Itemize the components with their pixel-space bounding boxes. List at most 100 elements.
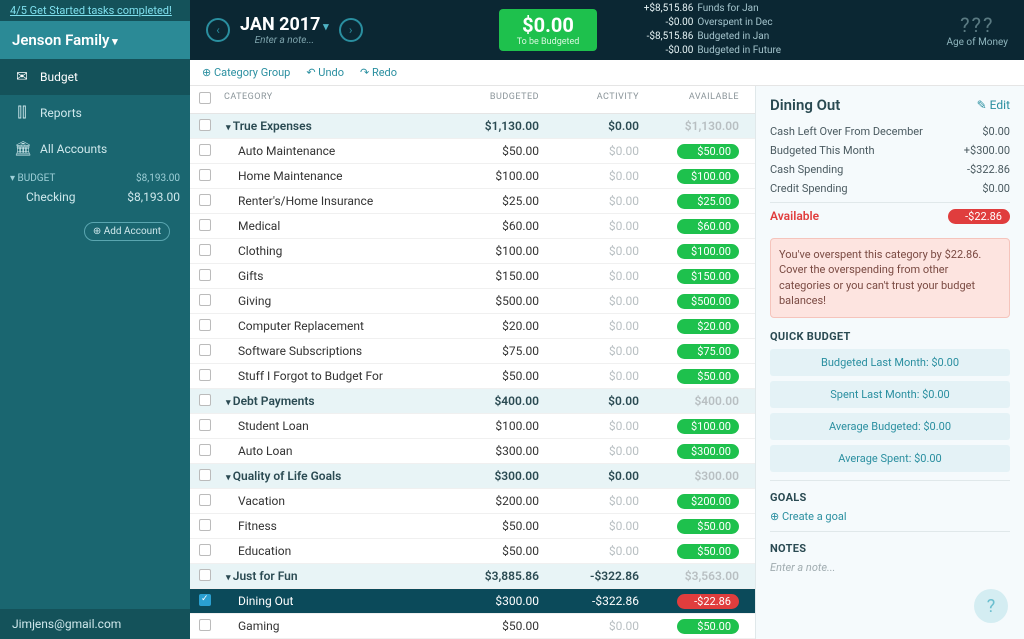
col-available[interactable]: AVAILABLE (655, 92, 755, 107)
category-name[interactable]: Vacation (220, 494, 455, 508)
category-group-row[interactable]: Just for Fun$3,885.86-$322.86$3,563.00 (190, 564, 755, 589)
activity-cell[interactable]: $0.00 (555, 544, 655, 558)
row-checkbox[interactable] (199, 319, 211, 331)
activity-cell[interactable]: -$322.86 (555, 594, 655, 608)
row-checkbox[interactable] (199, 519, 211, 531)
available-pill[interactable]: $60.00 (677, 219, 739, 234)
budgeted-cell[interactable]: $500.00 (455, 294, 555, 308)
row-checkbox[interactable] (199, 369, 211, 381)
category-row[interactable]: Clothing$100.00$0.00$100.00 (190, 239, 755, 264)
budgeted-cell[interactable]: $3,885.86 (455, 569, 555, 583)
available-pill[interactable]: $100.00 (677, 244, 739, 259)
activity-cell[interactable]: $0.00 (555, 394, 655, 408)
category-row[interactable]: Computer Replacement$20.00$0.00$20.00 (190, 314, 755, 339)
category-name[interactable]: Gaming (220, 619, 455, 633)
category-name[interactable]: Just for Fun (220, 569, 455, 583)
add-account-button[interactable]: ⊕ Add Account (84, 222, 170, 241)
activity-cell[interactable]: $0.00 (555, 419, 655, 433)
category-row[interactable]: Gaming$50.00$0.00$50.00 (190, 614, 755, 639)
nav-reports[interactable]: ⫿⫿Reports (0, 95, 190, 131)
nav-all-accounts[interactable]: 🏛All Accounts (0, 131, 190, 167)
row-checkbox[interactable] (199, 344, 211, 356)
prev-month-button[interactable]: ‹ (206, 18, 230, 42)
available-pill[interactable]: $50.00 (677, 619, 739, 634)
budgeted-cell[interactable]: $1,130.00 (455, 119, 555, 133)
category-group-row[interactable]: Debt Payments$400.00$0.00$400.00 (190, 389, 755, 414)
category-name[interactable]: Clothing (220, 244, 455, 258)
category-row[interactable]: Auto Maintenance$50.00$0.00$50.00 (190, 139, 755, 164)
budgeted-cell[interactable]: $50.00 (455, 619, 555, 633)
category-name[interactable]: Software Subscriptions (220, 344, 455, 358)
available-pill[interactable]: $500.00 (677, 294, 739, 309)
budget-name-dropdown[interactable]: Jenson Family (0, 21, 190, 59)
row-checkbox[interactable] (199, 144, 211, 156)
category-row[interactable]: Renter's/Home Insurance$25.00$0.00$25.00 (190, 189, 755, 214)
activity-cell[interactable]: $0.00 (555, 344, 655, 358)
activity-cell[interactable]: $0.00 (555, 519, 655, 533)
row-checkbox[interactable] (199, 544, 211, 556)
row-checkbox[interactable] (199, 119, 211, 131)
select-all-checkbox[interactable] (199, 92, 211, 104)
activity-cell[interactable]: $0.00 (555, 244, 655, 258)
category-row[interactable]: Dining Out$300.00-$322.86-$22.86 (190, 589, 755, 614)
category-name[interactable]: Auto Loan (220, 444, 455, 458)
budgeted-cell[interactable]: $400.00 (455, 394, 555, 408)
row-checkbox[interactable] (199, 594, 211, 606)
to-be-budgeted[interactable]: $0.00 To be Budgeted (499, 9, 598, 51)
category-name[interactable]: Giving (220, 294, 455, 308)
activity-cell[interactable]: $0.00 (555, 494, 655, 508)
qb-spent-last-month[interactable]: Spent Last Month: $0.00 (770, 381, 1010, 408)
available-pill[interactable]: -$22.86 (677, 594, 739, 609)
category-row[interactable]: Giving$500.00$0.00$500.00 (190, 289, 755, 314)
category-row[interactable]: Vacation$200.00$0.00$200.00 (190, 489, 755, 514)
category-name[interactable]: Home Maintenance (220, 169, 455, 183)
category-row[interactable]: Auto Loan$300.00$0.00$300.00 (190, 439, 755, 464)
available-pill[interactable]: $20.00 (677, 319, 739, 334)
available-pill[interactable]: $150.00 (677, 269, 739, 284)
row-checkbox[interactable] (199, 569, 211, 581)
tasks-banner[interactable]: 4/5 Get Started tasks completed! (0, 0, 190, 21)
available-pill[interactable]: $50.00 (677, 519, 739, 534)
activity-cell[interactable]: $0.00 (555, 194, 655, 208)
available-pill[interactable]: $200.00 (677, 494, 739, 509)
category-row[interactable]: Gifts$150.00$0.00$150.00 (190, 264, 755, 289)
activity-cell[interactable]: $0.00 (555, 319, 655, 333)
category-name[interactable]: Student Loan (220, 419, 455, 433)
category-name[interactable]: True Expenses (220, 119, 455, 133)
qb-average-budgeted[interactable]: Average Budgeted: $0.00 (770, 413, 1010, 440)
col-category[interactable]: CATEGORY (220, 92, 455, 107)
row-checkbox[interactable] (199, 394, 211, 406)
accounts-section-header[interactable]: ▾ BUDGET$8,193.00 (0, 167, 190, 186)
activity-cell[interactable]: $0.00 (555, 219, 655, 233)
category-row[interactable]: Medical$60.00$0.00$60.00 (190, 214, 755, 239)
row-checkbox[interactable] (199, 194, 211, 206)
budgeted-cell[interactable]: $50.00 (455, 369, 555, 383)
budgeted-cell[interactable]: $100.00 (455, 419, 555, 433)
budgeted-cell[interactable]: $300.00 (455, 469, 555, 483)
budgeted-cell[interactable]: $20.00 (455, 319, 555, 333)
row-checkbox[interactable] (199, 169, 211, 181)
edit-category-button[interactable]: ✎ Edit (977, 98, 1010, 112)
category-name[interactable]: Quality of Life Goals (220, 469, 455, 483)
available-pill[interactable]: $50.00 (677, 144, 739, 159)
category-name[interactable]: Gifts (220, 269, 455, 283)
row-checkbox[interactable] (199, 469, 211, 481)
category-row[interactable]: Fitness$50.00$0.00$50.00 (190, 514, 755, 539)
row-checkbox[interactable] (199, 419, 211, 431)
row-checkbox[interactable] (199, 219, 211, 231)
category-group-row[interactable]: Quality of Life Goals$300.00$0.00$300.00 (190, 464, 755, 489)
budgeted-cell[interactable]: $50.00 (455, 544, 555, 558)
available-pill[interactable]: $100.00 (677, 169, 739, 184)
activity-cell[interactable]: $0.00 (555, 294, 655, 308)
activity-cell[interactable]: $0.00 (555, 469, 655, 483)
help-button[interactable]: ? (974, 589, 1008, 623)
row-checkbox[interactable] (199, 619, 211, 631)
row-checkbox[interactable] (199, 244, 211, 256)
category-name[interactable]: Auto Maintenance (220, 144, 455, 158)
available-pill[interactable]: $50.00 (677, 544, 739, 559)
month-selector[interactable]: JAN 2017 (240, 14, 329, 35)
col-budgeted[interactable]: BUDGETED (455, 92, 555, 107)
row-checkbox[interactable] (199, 294, 211, 306)
category-row[interactable]: Software Subscriptions$75.00$0.00$75.00 (190, 339, 755, 364)
row-checkbox[interactable] (199, 494, 211, 506)
